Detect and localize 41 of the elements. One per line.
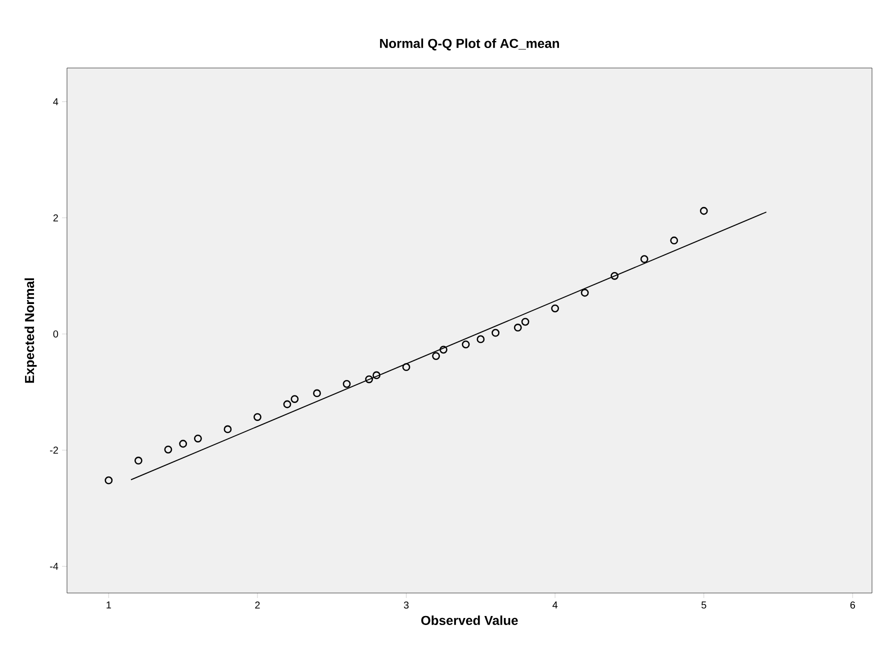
point <box>179 440 188 448</box>
point <box>365 375 374 384</box>
point <box>104 476 113 484</box>
y-tick-label: 4 <box>53 98 58 106</box>
point <box>551 304 560 312</box>
point <box>610 272 619 280</box>
point <box>224 425 232 434</box>
point <box>492 328 500 337</box>
point <box>521 318 530 326</box>
x-tick-label: 4 <box>552 602 558 608</box>
x-axis-title: Observed Value <box>421 615 518 626</box>
y-tick-label: 0 <box>53 330 58 338</box>
x-tick-label: 6 <box>850 602 856 609</box>
y-axis-title: Expected Normal <box>24 278 37 383</box>
point <box>290 395 299 403</box>
point <box>640 255 648 264</box>
x-tick-label: 5 <box>701 602 706 609</box>
point <box>194 434 202 442</box>
point <box>476 335 485 344</box>
point <box>514 324 522 332</box>
y-tick-label: 2 <box>53 214 58 222</box>
point <box>700 206 708 215</box>
x-tick-label: 3 <box>404 602 409 609</box>
point <box>670 236 678 244</box>
point <box>462 340 470 348</box>
point <box>342 380 351 388</box>
point <box>313 389 321 398</box>
chart-title: Normal Q-Q Plot of AC_mean <box>380 38 559 50</box>
point <box>164 446 172 454</box>
point <box>372 371 380 380</box>
x-tick-label: 1 <box>106 602 111 608</box>
point <box>580 288 589 297</box>
x-tick-label: 2 <box>255 602 260 609</box>
point <box>402 363 410 372</box>
point <box>254 413 262 421</box>
y-tick-label: -4 <box>50 562 58 570</box>
point <box>134 456 142 465</box>
point <box>440 346 448 354</box>
y-tick-label: -2 <box>50 446 58 454</box>
point <box>432 352 440 360</box>
point <box>283 400 292 408</box>
